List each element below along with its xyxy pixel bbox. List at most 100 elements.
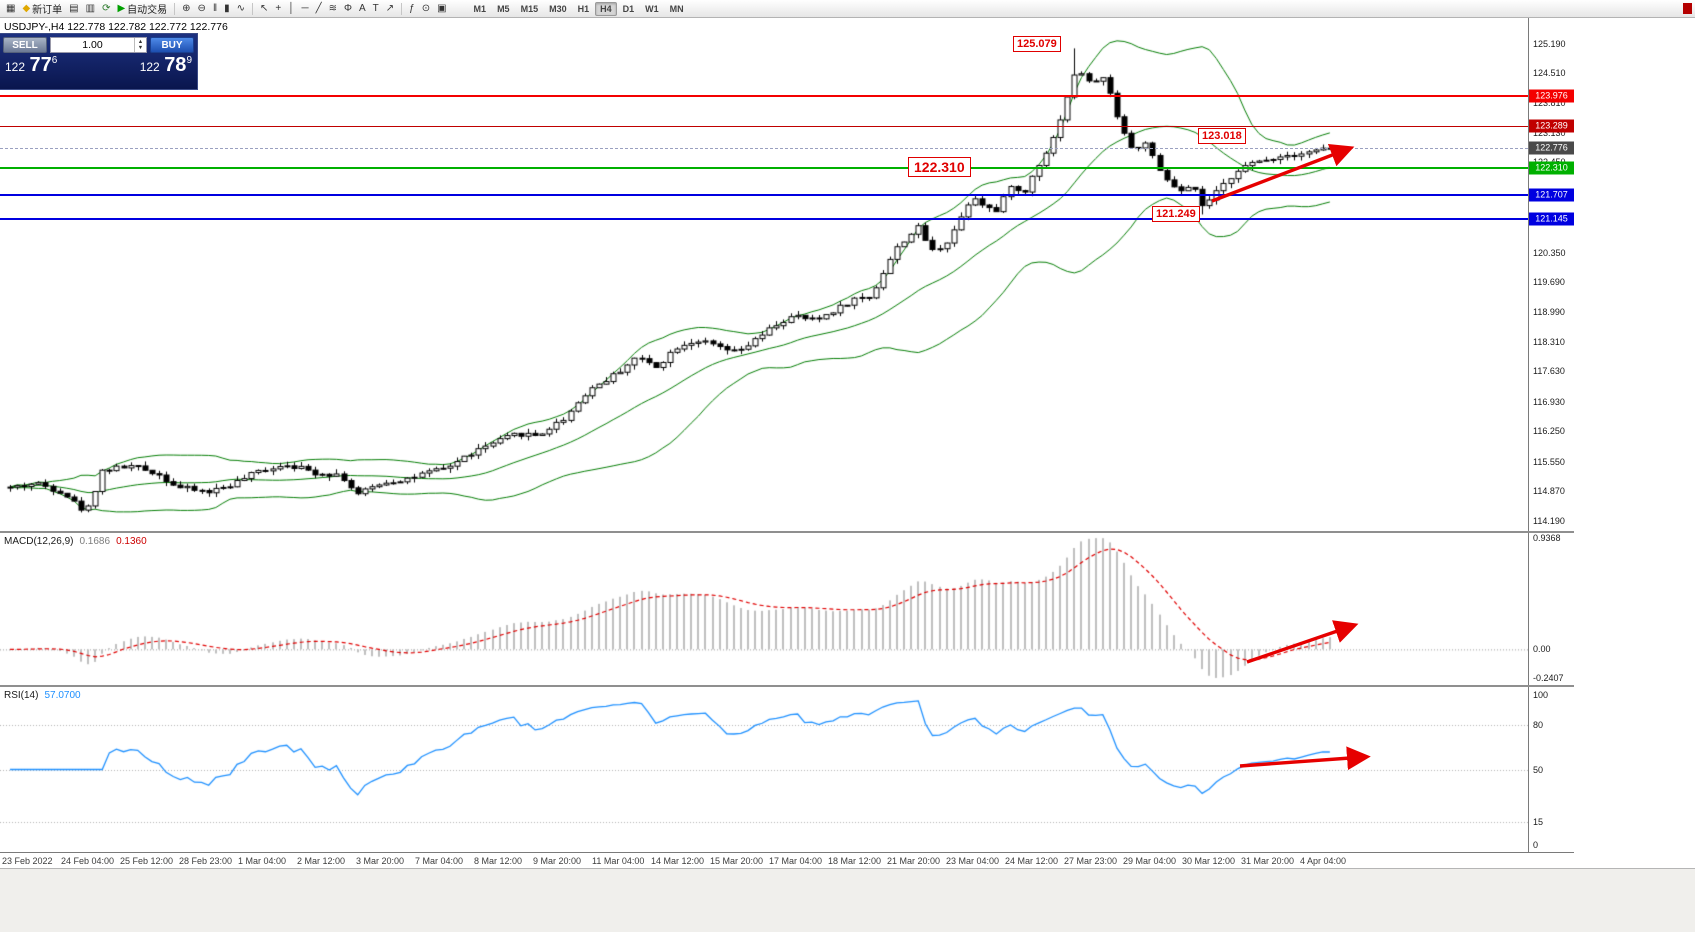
price-hline-123.289[interactable]: [0, 125, 1528, 127]
lot-decrease-icon[interactable]: ▼: [137, 45, 144, 51]
price-hline-123.976[interactable]: [0, 95, 1528, 98]
sell-button[interactable]: SELL: [3, 37, 47, 53]
autotrading-button-label: 自动交易: [127, 5, 168, 16]
vertical-line-button[interactable]: │: [285, 1, 297, 16]
refresh-button[interactable]: ⟳: [99, 1, 113, 16]
price-pane-canvas[interactable]: [0, 18, 1528, 531]
axis-tick: 114.190: [1533, 515, 1565, 526]
timeframe-button-m30[interactable]: M30: [549, 3, 567, 14]
timeframe-button-m5[interactable]: M5: [497, 3, 510, 14]
line-chart-button[interactable]: ∿: [234, 1, 248, 16]
sell-price-mid: 77: [29, 54, 52, 76]
horizontal-line-button[interactable]: ─: [298, 1, 311, 16]
channel-button-icon: ≋: [328, 3, 337, 14]
arrows-tool-button[interactable]: ↗: [383, 1, 397, 16]
time-axis-label: 31 Mar 20:00: [1241, 856, 1295, 866]
arrows-tool-button-icon: ↗: [385, 3, 395, 14]
axis-tick: 117.630: [1533, 366, 1565, 377]
zoom-in-button-icon: ⊕: [182, 3, 191, 14]
macd-name: MACD(12,26,9): [4, 536, 74, 547]
bottom-panel-area: [0, 868, 1695, 932]
timeframe-button-m15[interactable]: M15: [520, 3, 539, 14]
lot-spinner[interactable]: ▲ ▼: [134, 38, 146, 52]
sell-price-big: 122: [5, 60, 26, 74]
price-axis-badge: 123.976: [1529, 89, 1574, 103]
axis-tick: 123.130: [1533, 127, 1566, 138]
price-hline-121.707[interactable]: [0, 193, 1528, 196]
lot-increase-icon[interactable]: ▲: [137, 39, 144, 45]
rsi-axis[interactable]: 100 80 50 15 0: [1528, 687, 1574, 852]
price-callout[interactable]: 122.310: [908, 157, 971, 177]
timeframe-button-h4[interactable]: H4: [595, 1, 617, 16]
zoom-in-button[interactable]: ⊕: [179, 1, 193, 16]
chart-profiles-button[interactable]: ▤: [66, 1, 81, 16]
line-chart-button-icon: ∿: [236, 3, 245, 14]
macd-pane-canvas[interactable]: [0, 533, 1528, 685]
price-hline-122.776[interactable]: [0, 148, 1528, 150]
price-axis[interactable]: 125.190124.510123.810123.130122.450121.7…: [1528, 18, 1574, 531]
price-hline-121.145[interactable]: [0, 217, 1528, 220]
buy-button[interactable]: BUY: [150, 37, 194, 53]
text-button[interactable]: A: [356, 1, 369, 16]
time-axis-label: 3 Mar 20:00: [356, 856, 405, 866]
macd-axis[interactable]: 0.9368 0.00 -0.2407: [1528, 533, 1574, 685]
axis-tick: 0.00: [1533, 644, 1551, 655]
pane-splitter-rsi[interactable]: [0, 685, 1574, 687]
text-label-button[interactable]: T: [370, 1, 382, 16]
channel-button[interactable]: ≋: [326, 1, 340, 16]
lot-size-input[interactable]: 1.00 ▲ ▼: [50, 37, 147, 53]
market-watch-button[interactable]: ▥: [83, 1, 98, 16]
timeframe-button-d1[interactable]: D1: [622, 3, 635, 14]
time-axis-label: 25 Feb 12:00: [120, 856, 174, 866]
new-order-button[interactable]: ◆ 新订单: [19, 1, 65, 16]
trendline-button[interactable]: ╱: [313, 1, 325, 16]
fibonacci-button-icon: Φ: [343, 3, 352, 14]
periods-button[interactable]: ⊙: [419, 1, 433, 16]
buy-price-big: 122: [139, 60, 160, 74]
pane-splitter-macd[interactable]: [0, 531, 1574, 533]
time-axis-label: 29 Mar 04:00: [1123, 856, 1177, 866]
rsi-pane-canvas[interactable]: [0, 687, 1528, 852]
bar-chart-button-icon: ‖: [212, 3, 218, 14]
axis-tick: 123.810: [1533, 98, 1566, 109]
cursor-button[interactable]: ↖: [257, 1, 271, 16]
axis-tick: 118.310: [1533, 336, 1565, 347]
sell-price: 122 776: [5, 54, 57, 77]
crosshair-button-icon: +: [275, 3, 282, 14]
time-axis-label: 11 Mar 04:00: [592, 856, 645, 866]
charts-grid-button[interactable]: ▦: [3, 1, 18, 16]
timeframe-button-m1[interactable]: M1: [473, 3, 487, 14]
price-callout[interactable]: 125.079: [1013, 36, 1061, 52]
price-hline-122.310[interactable]: [0, 167, 1528, 170]
templates-button-icon: ▣: [437, 3, 447, 14]
templates-button[interactable]: ▣: [434, 1, 449, 16]
time-axis[interactable]: 23 Feb 2022 24 Feb 04:00 25 Feb 12:00 28 Fe…: [0, 852, 1574, 869]
fibonacci-button[interactable]: Φ: [341, 1, 355, 16]
axis-tick: 0.9368: [1533, 533, 1561, 544]
time-axis-label: 18 Mar 12:00: [828, 856, 882, 866]
lot-value[interactable]: 1.00: [82, 39, 103, 51]
timeframe-button-w1[interactable]: W1: [645, 3, 659, 14]
buy-price-sup: 9: [186, 55, 192, 66]
zoom-out-button[interactable]: ⊖: [195, 1, 209, 16]
crosshair-button[interactable]: +: [272, 1, 284, 16]
macd-main-value: 0.1686: [79, 536, 111, 547]
time-axis-label: 24 Mar 12:00: [1005, 856, 1059, 866]
axis-tick: 116.930: [1533, 396, 1565, 407]
price-axis-badge: 122.776: [1529, 141, 1574, 155]
indicators-button[interactable]: ƒ: [406, 1, 418, 16]
time-axis-label: 30 Mar 12:00: [1182, 856, 1236, 866]
timeframe-button-h1[interactable]: H1: [577, 3, 590, 14]
candlestick-chart-button[interactable]: ▮: [221, 1, 233, 16]
toolbar: ▦ ◆ 新订单 ▤ ▥ ⟳ ▶ 自动交易 ⊕ ⊖ ‖ ▮ ∿ ↖ + │ ─ ╱ ≋ Φ A T ↗ ƒ ⊙ ▣ M1 M5 M15 M3…: [0, 0, 1695, 18]
axis-tick: 50: [1533, 764, 1544, 775]
periods-button-icon: ⊙: [421, 3, 431, 14]
bar-chart-button[interactable]: ‖: [210, 1, 220, 16]
price-callout[interactable]: 121.249: [1152, 206, 1200, 222]
price-callout[interactable]: 123.018: [1198, 128, 1246, 144]
autotrading-button[interactable]: ▶ 自动交易: [114, 1, 170, 16]
time-axis-label: 8 Mar 12:00: [474, 856, 523, 866]
timeframe-button-mn[interactable]: MN: [669, 3, 684, 14]
market-watch-button-icon: ▥: [85, 3, 96, 14]
axis-tick: 114.870: [1533, 486, 1565, 497]
